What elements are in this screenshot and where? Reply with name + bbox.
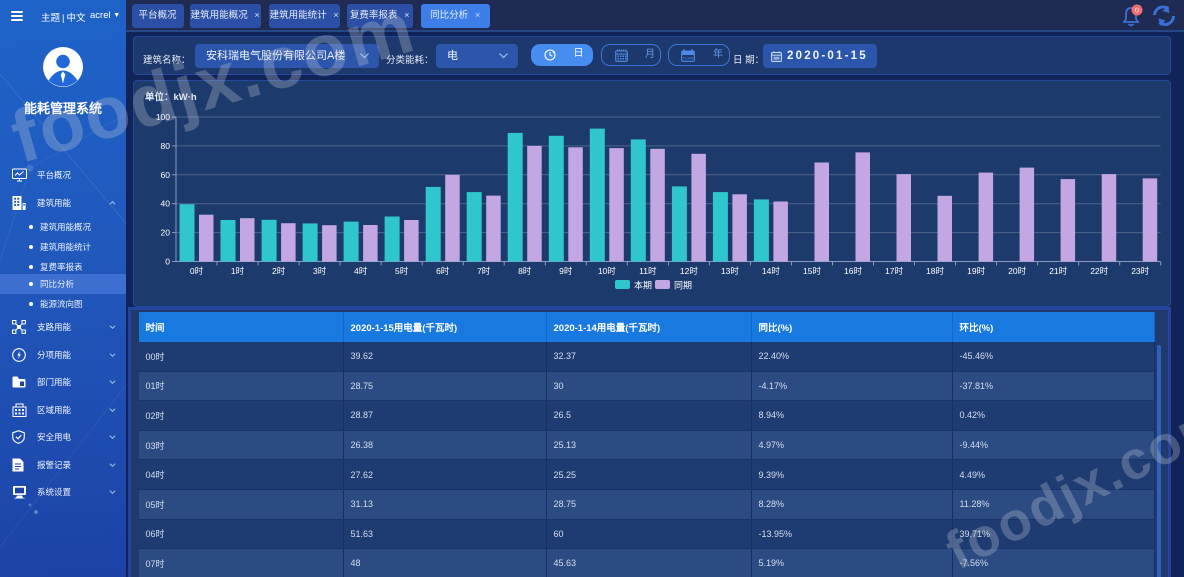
svg-text:20: 20 — [161, 228, 171, 238]
svg-text:16时: 16时 — [844, 266, 862, 276]
svg-text:10时: 10时 — [598, 266, 616, 276]
svg-text:20时: 20时 — [1008, 266, 1026, 276]
svg-text:80: 80 — [161, 141, 171, 151]
svg-text:40: 40 — [161, 199, 171, 209]
svg-text:23时: 23时 — [1131, 266, 1149, 276]
svg-text:0时: 0时 — [190, 266, 204, 276]
svg-text:14时: 14时 — [762, 266, 780, 276]
svg-text:60: 60 — [161, 170, 171, 180]
svg-text:100: 100 — [156, 112, 170, 122]
svg-text:2时: 2时 — [272, 266, 286, 276]
svg-text:同期: 同期 — [674, 281, 692, 291]
svg-text:15时: 15时 — [803, 266, 821, 276]
svg-text:19时: 19时 — [967, 266, 985, 276]
svg-text:4时: 4时 — [354, 266, 368, 276]
svg-text:21时: 21时 — [1049, 266, 1067, 276]
svg-text:22时: 22时 — [1090, 266, 1108, 276]
svg-text:8时: 8时 — [518, 266, 532, 276]
svg-text:17时: 17时 — [885, 266, 903, 276]
svg-text:12时: 12时 — [680, 266, 698, 276]
svg-text:18时: 18时 — [926, 266, 944, 276]
svg-text:本期: 本期 — [634, 280, 652, 291]
svg-text:0: 0 — [1135, 8, 1139, 15]
svg-text:1时: 1时 — [231, 266, 245, 276]
svg-text:13时: 13时 — [721, 266, 739, 276]
svg-text:5时: 5时 — [395, 266, 409, 276]
svg-text:3时: 3时 — [313, 266, 327, 276]
svg-text:9时: 9时 — [559, 266, 573, 276]
svg-text:YEAR: YEAR — [683, 56, 694, 61]
svg-text:7时: 7时 — [477, 266, 491, 276]
svg-text:11时: 11时 — [639, 266, 657, 276]
svg-text:0: 0 — [165, 257, 170, 267]
svg-text:6时: 6时 — [436, 266, 450, 276]
